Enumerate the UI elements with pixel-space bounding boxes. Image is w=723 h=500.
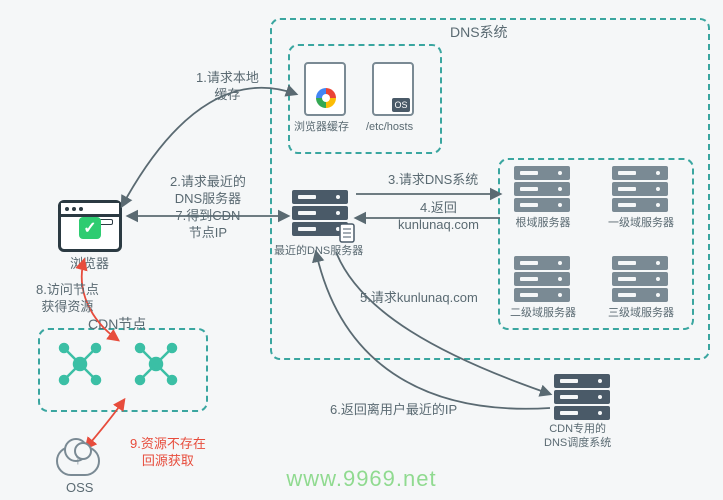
- l2-dns-icon: [514, 256, 570, 302]
- cdn-dns-label: CDN专用的 DNS调度系统: [544, 422, 611, 451]
- cdn-node-b-icon: [136, 344, 176, 384]
- root-dns-label: 根域服务器: [508, 214, 578, 230]
- edge-6-label: 6.返回离用户最近的IP: [330, 402, 457, 419]
- cdn-node-a-icon: [60, 344, 100, 384]
- oss-cloud-icon: ↑: [56, 446, 100, 476]
- edge-3-label: 3.请求DNS系统: [388, 172, 478, 189]
- l3-dns-label: 三级域服务器: [606, 304, 676, 320]
- root-dns-icon: [514, 166, 570, 212]
- edge-5-label: 5.请求kunlunaq.com: [360, 290, 478, 307]
- oss-label: OSS: [66, 480, 93, 497]
- cdn-dns-icon: [554, 374, 610, 420]
- l1-dns-label: 一级域服务器: [606, 214, 676, 230]
- l3-dns-icon: [612, 256, 668, 302]
- edge-2-7-label: 2.请求最近的 DNS服务器 7.得到CDN 节点IP: [170, 174, 246, 242]
- l1-dns-icon: [612, 166, 668, 212]
- edge-9: [86, 400, 124, 448]
- watermark: www.9969.net: [286, 466, 436, 492]
- l2-dns-label: 二级域服务器: [508, 304, 578, 320]
- edge-1-label: 1.请求本地 缓存: [196, 70, 259, 104]
- nearest-dns-label: 最近的DNS服务器: [274, 244, 363, 258]
- edge-8-label: 8.访问节点 获得资源: [36, 282, 99, 316]
- edge-9-label: 9.资源不存在 回源获取: [130, 436, 206, 470]
- edge-4-label: 4.返回 kunlunaq.com: [398, 200, 479, 234]
